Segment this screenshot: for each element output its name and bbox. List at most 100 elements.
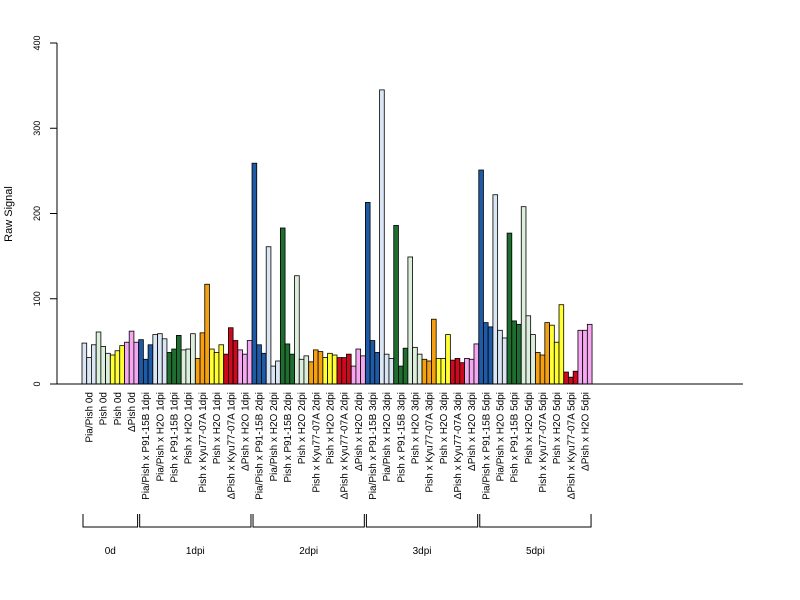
bar [346, 353, 352, 385]
group-bracket [479, 514, 592, 528]
bar [176, 335, 182, 385]
bar [468, 358, 475, 385]
bar [539, 354, 546, 385]
bar [416, 353, 423, 385]
bar [464, 358, 470, 385]
bar [525, 315, 532, 385]
bar [582, 329, 588, 385]
category-label: ΔPish x Kyu77-07A 5dpi [566, 392, 577, 499]
bar [142, 358, 149, 385]
bar [568, 376, 574, 385]
bar [445, 334, 451, 385]
bar [261, 352, 267, 385]
bar [279, 227, 286, 385]
bar [520, 206, 527, 385]
bar [289, 353, 295, 385]
bar [478, 169, 484, 385]
category-label: Pish x H2O 2dpi [297, 392, 308, 464]
bar [350, 365, 357, 385]
bar [374, 352, 380, 385]
bar [383, 353, 390, 385]
bar [105, 352, 111, 385]
category-label: Pia/Pish x P91-15B 5dpi [481, 392, 492, 500]
bar [209, 348, 215, 385]
bar [218, 344, 225, 385]
bar [586, 323, 593, 385]
bar [303, 355, 310, 385]
bar [322, 357, 328, 385]
bar [506, 232, 513, 385]
bar [114, 350, 121, 385]
category-label: Pia/Pish x P91-15B 2dpi [255, 392, 266, 500]
bar [152, 334, 158, 385]
category-label: Pish x Kyu77-07A 1dpi [198, 392, 209, 493]
bar [161, 338, 168, 385]
y-tick-label: 0 [32, 381, 42, 386]
bar [308, 361, 314, 385]
category-label: Pish x Kyu77-07A 2dpi [311, 392, 322, 493]
bar [459, 362, 465, 385]
y-tick-label: 400 [32, 35, 42, 50]
category-label: Pish 0d [113, 392, 124, 425]
bar [246, 340, 253, 385]
category-label: Pia/Pish x P91-15B 3dpi [368, 392, 379, 500]
category-label: Pia/Pish x H2O 5dpi [495, 392, 506, 482]
category-label: ΔPish 0d [127, 392, 138, 432]
bar [497, 329, 503, 385]
bar [577, 329, 584, 385]
bar [275, 360, 281, 385]
bar [237, 349, 243, 385]
category-label: Pish x P91-15B 2dpi [283, 392, 294, 483]
bar [251, 162, 258, 385]
bar [535, 352, 541, 385]
category-label: Pish 0d [99, 392, 110, 425]
y-tick-label: 200 [32, 206, 42, 221]
category-label: ΔPish x H2O 5dpi [581, 392, 592, 471]
category-label: Pish x Kyu77-07A 3dpi [425, 392, 436, 493]
category-label: ΔPish x H2O 3dpi [467, 392, 478, 471]
bar [369, 340, 376, 385]
category-label: ΔPish x Kyu77-07A 1dpi [226, 392, 237, 499]
group-bracket [365, 514, 479, 528]
category-label: Pish x H2O 3dpi [410, 392, 421, 464]
bar [95, 331, 102, 385]
bar [435, 358, 442, 385]
category-label: Pish x P91-15B 5dpi [510, 392, 521, 483]
category-label: Pia/Pish x H2O 2dpi [269, 392, 280, 482]
bar [119, 345, 125, 385]
bar [227, 327, 234, 385]
bar [379, 89, 385, 385]
bar [204, 283, 210, 385]
bar [147, 344, 154, 385]
bar [86, 357, 92, 385]
bar [284, 343, 291, 385]
group-bracket [82, 514, 139, 528]
group-bracket [252, 514, 365, 528]
bar [190, 333, 196, 385]
bar [166, 352, 173, 385]
bar [393, 225, 399, 385]
category-label: Pia/Pish x H2O 3dpi [382, 392, 393, 482]
bar [402, 347, 409, 385]
category-label: Pia/Pish x P91-15B 1dpi [141, 392, 152, 500]
bar [138, 339, 144, 385]
group-label: 5dpi [526, 546, 545, 557]
bar [360, 355, 366, 385]
y-axis: 0 100 200 300 400 [32, 35, 58, 387]
bar [171, 348, 177, 385]
bar [487, 326, 494, 385]
category-label: Pish x P91-15B 1dpi [170, 392, 181, 483]
bar [407, 256, 414, 385]
bar [544, 322, 550, 385]
bar [199, 332, 206, 385]
bar [124, 341, 130, 385]
group-label: 0d [105, 546, 116, 557]
bar [563, 371, 569, 385]
bar [516, 323, 522, 385]
bar [450, 359, 456, 385]
category-label: ΔPish x H2O 2dpi [354, 392, 365, 471]
bar [294, 275, 300, 385]
bar [355, 348, 362, 385]
bar [426, 360, 432, 385]
